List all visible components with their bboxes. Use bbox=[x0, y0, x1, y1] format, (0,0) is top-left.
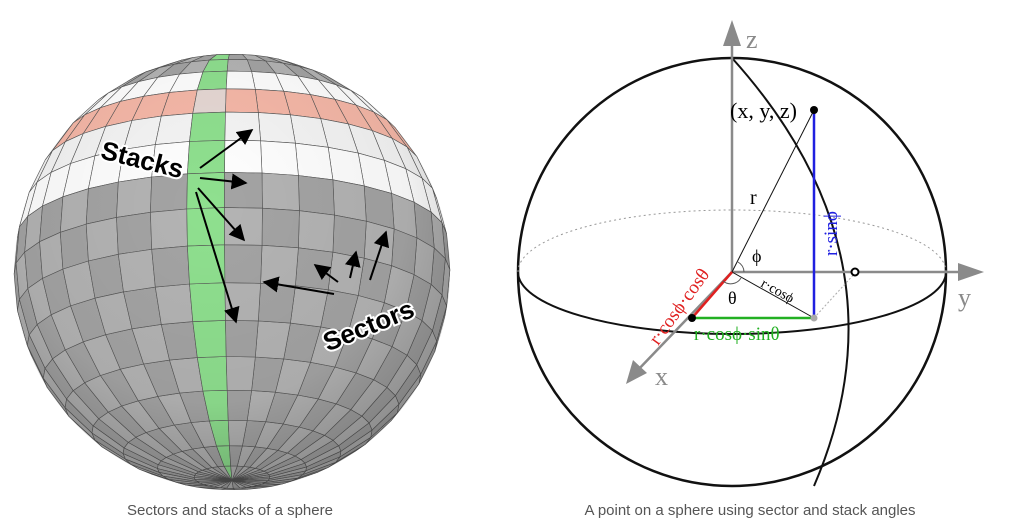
equator-back bbox=[517, 209, 947, 273]
point-y-end bbox=[850, 267, 860, 277]
right-caption: A point on a sphere using sector and sta… bbox=[584, 502, 916, 519]
x-axis-arrowhead bbox=[626, 360, 647, 384]
phi-arc bbox=[737, 261, 745, 273]
theta-arc bbox=[722, 277, 742, 285]
annotation-arrows bbox=[195, 129, 390, 324]
coordinate-diagram bbox=[516, 20, 984, 488]
r-cos-cos-line bbox=[691, 271, 733, 319]
sectors-arrow bbox=[313, 264, 339, 283]
dotted-guide bbox=[813, 271, 857, 319]
z-axis-label: z bbox=[746, 25, 758, 54]
projection-line bbox=[731, 271, 815, 319]
stacks-arrow bbox=[199, 129, 254, 169]
x-axis-label: x bbox=[655, 362, 668, 391]
y-axis-arrowhead bbox=[958, 263, 984, 281]
r-cos-phi-label: r·cosϕ bbox=[758, 276, 796, 306]
meridian bbox=[731, 57, 850, 487]
r-sin-phi-label: r·sinϕ bbox=[821, 211, 842, 256]
stacks-arrow bbox=[197, 187, 246, 242]
radius-line bbox=[731, 109, 815, 273]
stacks-arrow bbox=[195, 191, 240, 324]
equator-front bbox=[517, 271, 947, 335]
sectors-arrow bbox=[262, 276, 335, 295]
y-axis-label: y bbox=[958, 283, 971, 312]
theta-label: θ bbox=[728, 288, 737, 308]
radius-label: r bbox=[750, 187, 757, 209]
point-xyz bbox=[810, 106, 818, 114]
sphere-mesh bbox=[13, 53, 451, 491]
r-cos-sin-label: r·cosϕ·sinθ bbox=[694, 324, 780, 345]
sphere-shading bbox=[14, 54, 450, 490]
sectors-arrow bbox=[344, 250, 361, 279]
point-label: (x, y, z) bbox=[730, 98, 797, 123]
left-caption: Sectors and stacks of a sphere bbox=[127, 502, 333, 519]
sectors-arrow bbox=[369, 230, 390, 281]
point-projection bbox=[810, 314, 818, 322]
z-axis-arrowhead bbox=[723, 20, 741, 46]
point-x-end bbox=[688, 314, 696, 322]
stacks-arrow bbox=[199, 173, 248, 190]
phi-label: ϕ bbox=[752, 246, 761, 266]
